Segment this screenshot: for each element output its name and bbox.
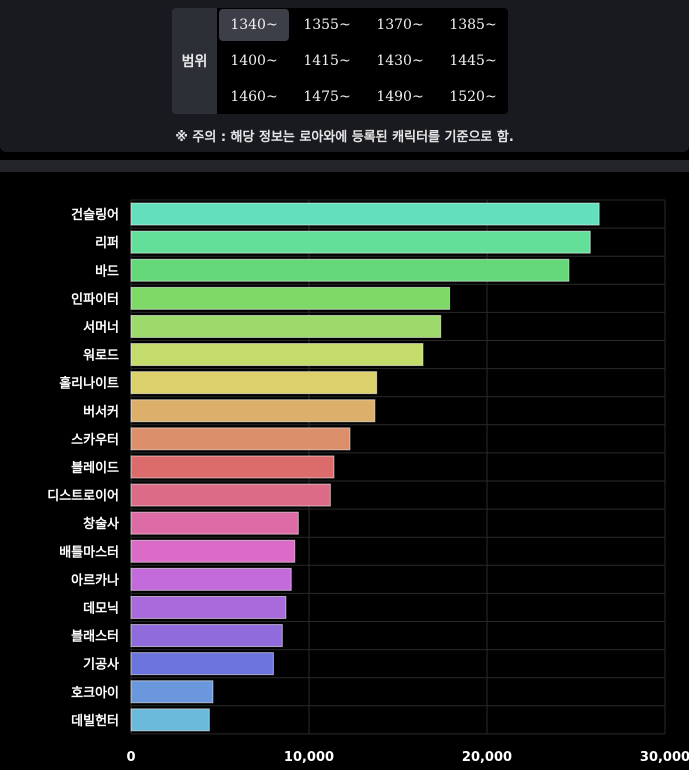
- category-label: 데빌헌터: [71, 713, 119, 729]
- range-option-1385[interactable]: 1385~: [449, 17, 497, 33]
- category-label: 블래스터: [71, 629, 119, 645]
- bar-12: [130, 511, 299, 535]
- bar-19: [130, 708, 210, 732]
- range-option-1400[interactable]: 1400~: [230, 53, 278, 69]
- bar-11: [130, 483, 331, 507]
- bar-7: [130, 371, 378, 395]
- category-label: 디스트로이어: [47, 488, 119, 504]
- category-label: 서머너: [83, 319, 119, 335]
- section-divider: [0, 160, 689, 172]
- filter-panel: 범위 1340~ 1355~ 1370~ 1385~ 1400~ 1415~ 1…: [0, 0, 689, 152]
- range-option-1415[interactable]: 1415~: [303, 53, 351, 69]
- range-option-1475[interactable]: 1475~: [303, 89, 351, 105]
- range-option-1355[interactable]: 1355~: [303, 17, 351, 33]
- bar-14: [130, 567, 292, 591]
- range-option-1430[interactable]: 1430~: [376, 53, 424, 69]
- category-label: 워로드: [83, 349, 119, 364]
- range-option-1340[interactable]: 1340~: [219, 9, 289, 41]
- category-label: 리퍼: [95, 235, 119, 251]
- category-label: 인파이터: [71, 291, 119, 307]
- bar-9: [130, 427, 351, 451]
- category-label: 스카우터: [71, 432, 119, 448]
- category-label: 호크아이: [71, 685, 119, 701]
- x-tick-label: 0: [126, 750, 135, 765]
- bar-5: [130, 314, 442, 338]
- range-option-1445[interactable]: 1445~: [449, 53, 497, 69]
- category-label: 블레이드: [71, 460, 119, 476]
- bar-6: [130, 343, 424, 367]
- category-label: 기공사: [83, 657, 119, 673]
- bar-18: [130, 680, 214, 704]
- category-label: 데모닉: [83, 601, 119, 616]
- bar-13: [130, 539, 296, 563]
- chart-category-labels: 건슬링어리퍼바드인파이터서머너워로드홀리나이트버서커스카우터블레이드디스트로이어…: [47, 207, 119, 729]
- range-option-1520[interactable]: 1520~: [449, 89, 497, 105]
- category-label: 홀리나이트: [59, 376, 119, 392]
- chart-bars: [130, 202, 600, 732]
- range-option-1490[interactable]: 1490~: [376, 89, 424, 105]
- bar-17: [130, 652, 274, 676]
- bar-8: [130, 399, 376, 423]
- bar-15: [130, 595, 287, 619]
- x-tick-label: 30,000: [640, 750, 689, 765]
- category-label: 아르카나: [71, 572, 119, 588]
- range-option-1370[interactable]: 1370~: [376, 17, 424, 33]
- category-label: 바드: [95, 263, 119, 279]
- notice-text: ※ 주의 : 해당 정보는 로아와에 등록된 캐릭터를 기준으로 함.: [175, 130, 514, 145]
- bar-3: [130, 258, 570, 282]
- bar-1: [130, 202, 600, 226]
- range-option-1460[interactable]: 1460~: [230, 89, 278, 105]
- x-tick-label: 20,000: [462, 750, 512, 765]
- category-label: 배틀마스터: [59, 544, 119, 560]
- x-tick-label: 10,000: [284, 750, 334, 765]
- range-options: 1340~ 1355~ 1370~ 1385~ 1400~ 1415~ 1430…: [217, 8, 508, 114]
- category-label: 버서커: [83, 404, 119, 420]
- chart-x-axis: 0 10,000 20,000 30,000: [126, 750, 689, 765]
- chart-grid: [130, 199, 666, 735]
- class-distribution-chart: 건슬링어리퍼바드인파이터서머너워로드홀리나이트버서커스카우터블레이드디스트로이어…: [47, 199, 689, 765]
- bar-2: [130, 230, 591, 254]
- category-label: 건슬링어: [71, 207, 119, 223]
- bar-16: [130, 624, 283, 648]
- bar-10: [130, 455, 335, 479]
- bar-4: [130, 286, 451, 310]
- range-label: 범위: [172, 8, 217, 114]
- category-label: 창술사: [83, 516, 119, 532]
